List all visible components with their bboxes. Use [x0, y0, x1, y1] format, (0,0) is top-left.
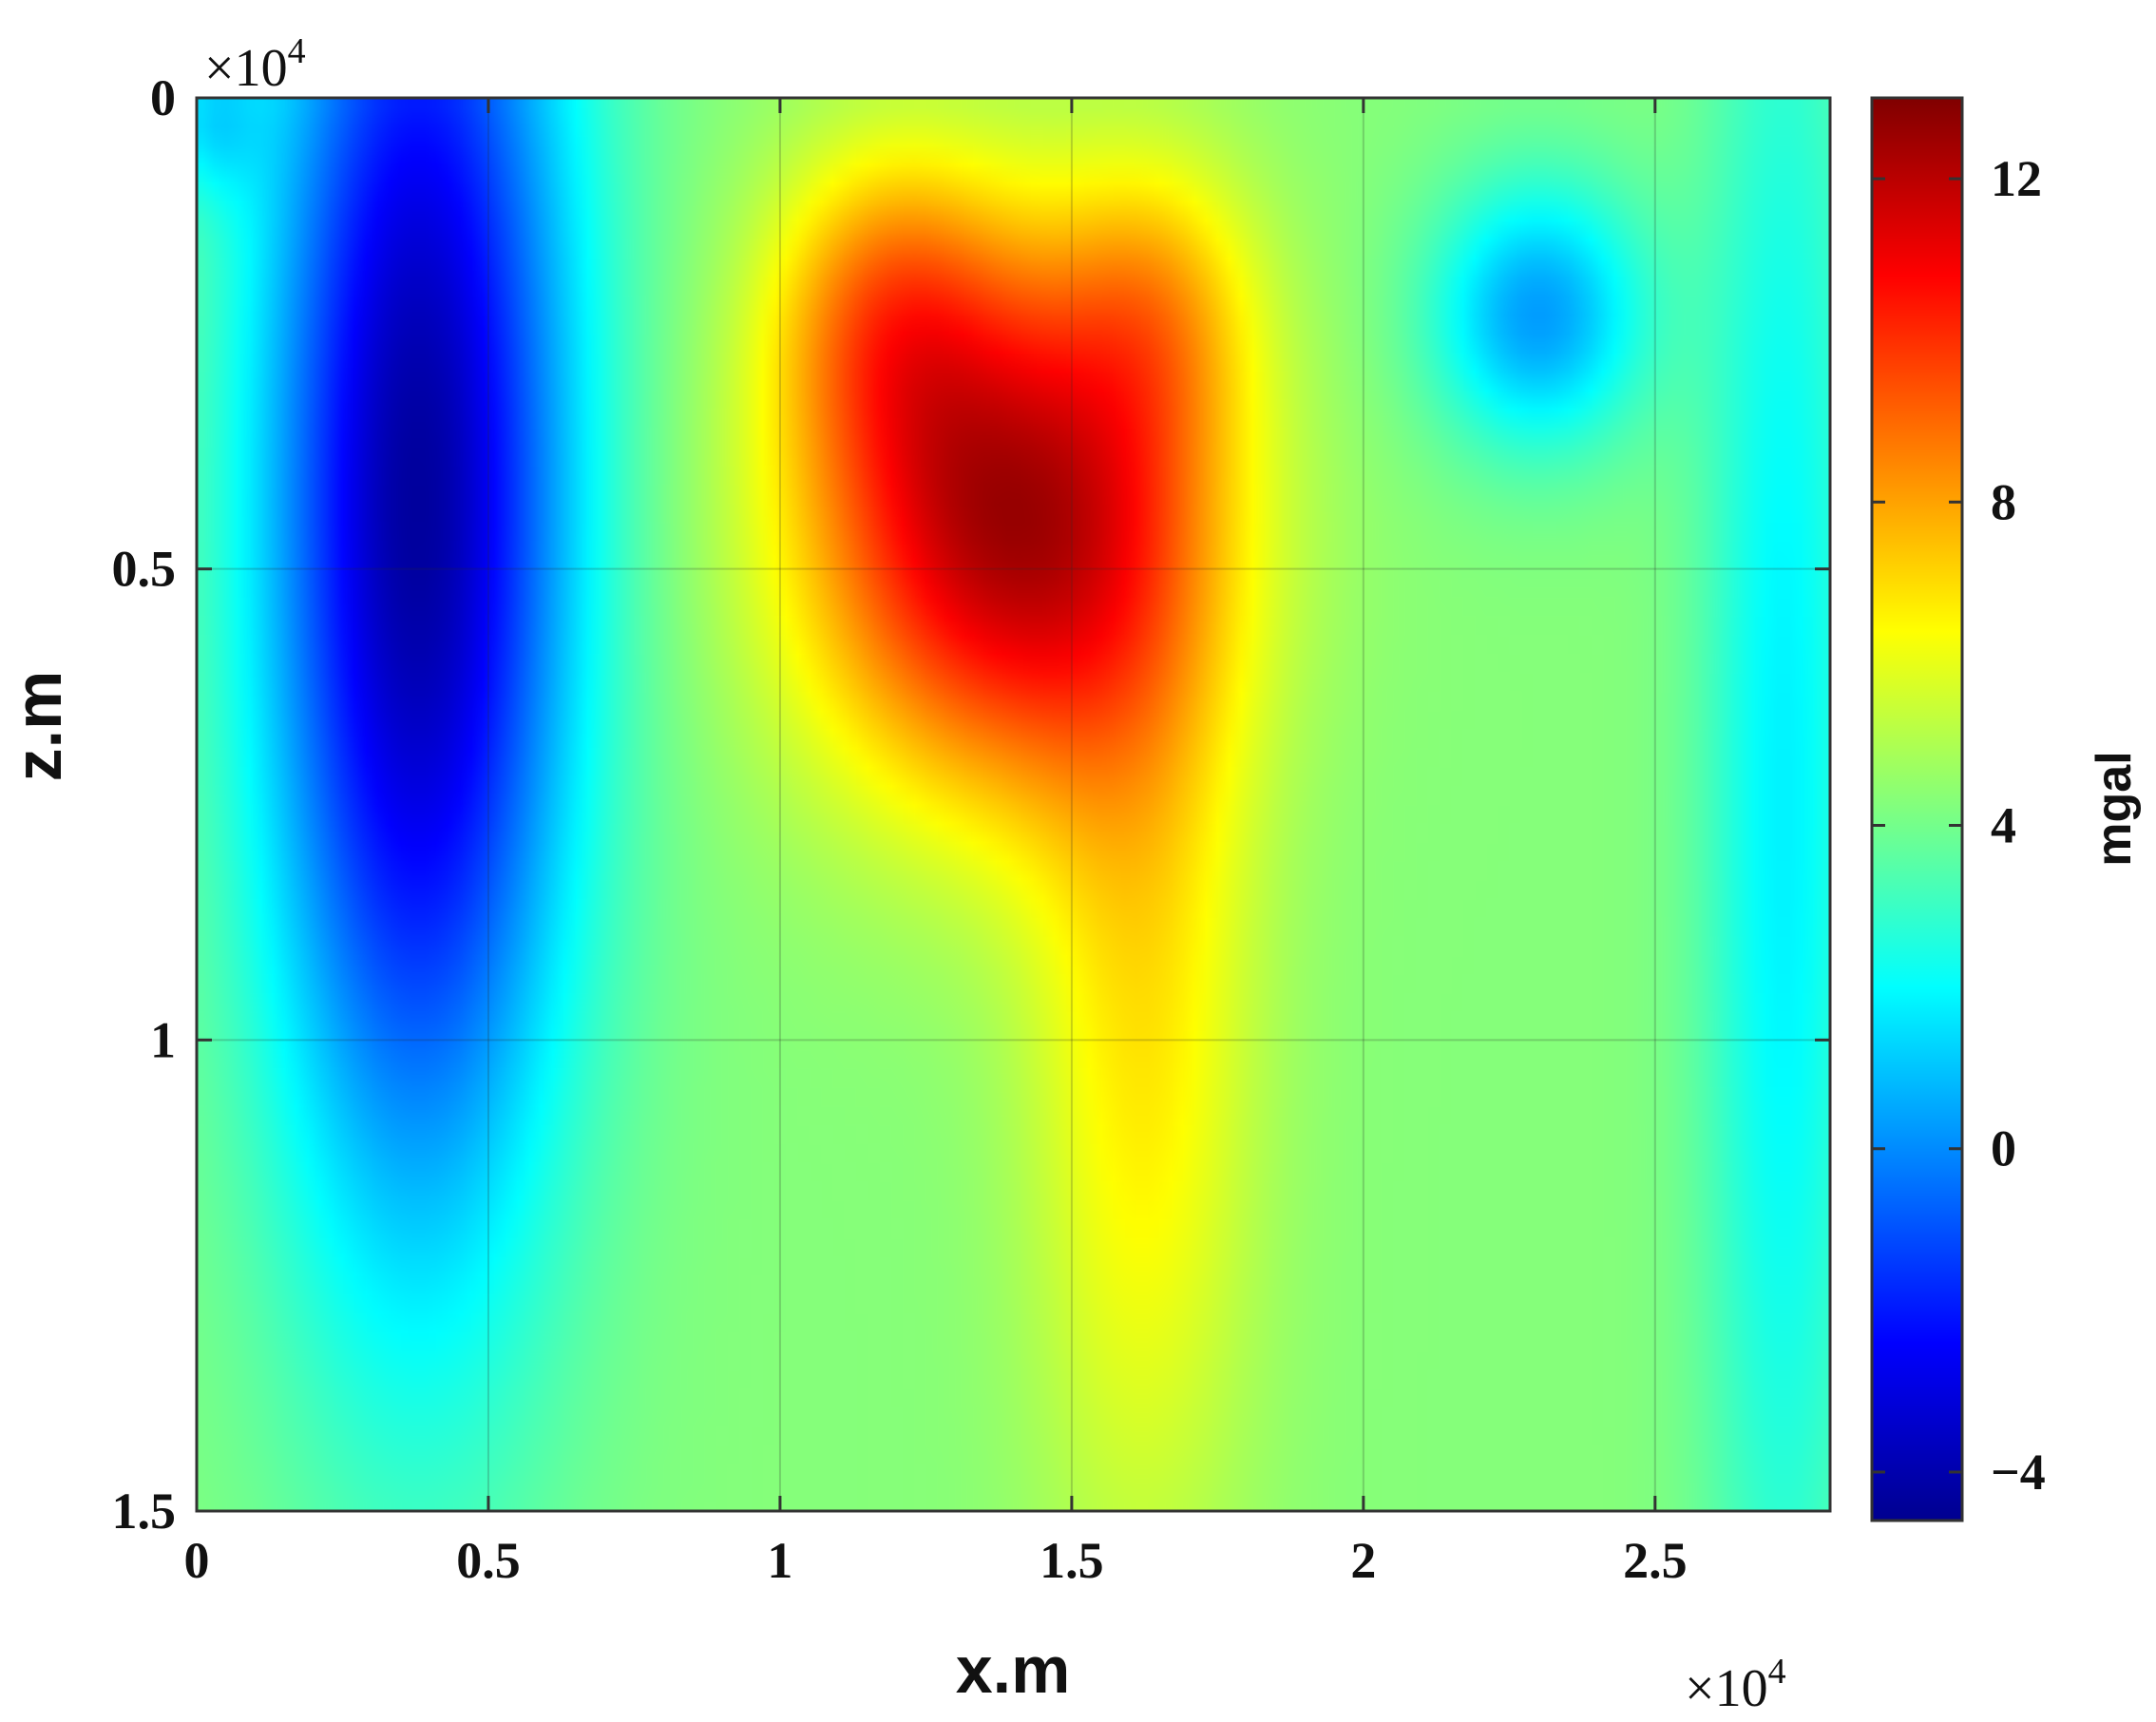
y-tick-label: 1: [150, 1011, 176, 1068]
colorbar-tick-label: −4: [1991, 1444, 2046, 1501]
heatmap-image: [197, 98, 1830, 1511]
x-tick-label: 1.5: [1040, 1532, 1104, 1589]
colorbar-label: mgal: [2087, 751, 2142, 866]
x-tick-label: 2.5: [1623, 1532, 1688, 1589]
colorbar-tick-label: 4: [1991, 797, 2016, 854]
colorbar: [1870, 96, 1964, 1522]
x-axis-label: x.m: [956, 1633, 1071, 1707]
x-tick-label: 0.5: [456, 1532, 521, 1589]
colorbar-tick-label: 0: [1991, 1120, 2016, 1177]
y-tick-label: 0: [150, 69, 176, 126]
colorbar-tick-label: 8: [1991, 473, 2016, 530]
colorbar-tick-labels: −4 0 4 8 12: [1991, 150, 2046, 1501]
grid-lines: [197, 98, 1830, 1511]
y-tick-labels: 0 0.5 1 1.5: [112, 69, 177, 1540]
colorbar-tick-label: 12: [1991, 150, 2042, 207]
x-tick-label: 2: [1350, 1532, 1376, 1589]
x-tick-labels: 0 0.5 1 1.5 2 2.5: [184, 1532, 1688, 1589]
plot-frame: [195, 96, 1832, 1513]
colorbar-ticks: [1872, 177, 1962, 1474]
x-tick-label: 0: [184, 1532, 210, 1589]
x-multiplier: ×104: [1685, 1652, 1786, 1718]
tick-marks: [195, 96, 1830, 1513]
y-tick-label: 0.5: [112, 541, 177, 598]
y-multiplier: ×104: [204, 31, 306, 98]
y-tick-label: 1.5: [112, 1483, 177, 1540]
x-tick-label: 1: [767, 1532, 792, 1589]
y-axis-label: z.m: [1, 671, 75, 782]
